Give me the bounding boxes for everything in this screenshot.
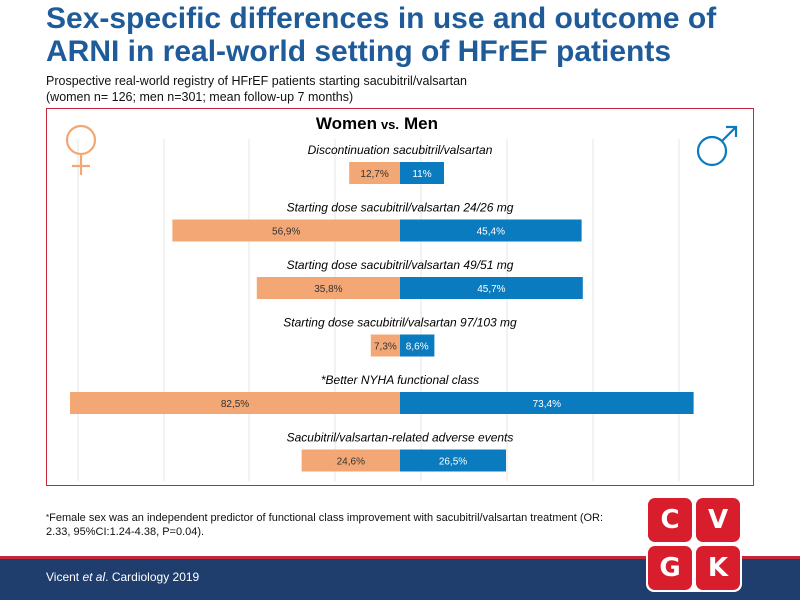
chart-panel: Women vs. Men Discontinuation sacubitril… [46,108,754,486]
category-label-5: Sacubitril/valsartan-related adverse eve… [287,431,514,445]
men-bar-3 [400,334,435,357]
citation-etal: et al [82,570,106,584]
logo-letter-g: G [648,546,692,590]
divider-line [0,556,800,559]
women-bar-2 [256,277,400,299]
citation-authors: Vicent [46,570,83,584]
men-bar-0 [400,162,444,184]
male-symbol-icon [696,125,738,167]
female-symbol-icon [65,124,97,175]
men-bar-5 [400,449,506,472]
subtitle: Prospective real-world registry of HFrEF… [46,73,766,105]
cvgk-logo: C V G K [646,496,742,592]
category-label-1: Starting dose sacubitril/valsartan 24/26… [287,201,514,215]
men-value-label-5: 26,5% [439,457,467,468]
subtitle-line-2: (women n= 126; men n=301; mean follow-up… [46,90,354,104]
citation-source: . Cardiology 2019 [105,570,200,584]
logo-letter-k: K [696,546,740,590]
footnote: *Female sex was an independent predictor… [46,511,606,539]
logo-letter-c: C [648,498,692,542]
women-value-label-4: 82,5% [221,399,249,410]
slide-title: Sex-specific differences in use and outc… [46,2,717,68]
diverging-bar-chart: Women vs. Men Discontinuation sacubitril… [65,114,738,481]
women-value-label-3: 7,3% [374,342,397,353]
men-value-label-1: 45,4% [477,227,505,238]
men-value-label-4: 73,4% [533,399,561,410]
men-bar-2 [400,277,583,299]
women-value-label-2: 35,8% [314,284,342,295]
citation: Vicent et al. Cardiology 2019 [46,570,199,584]
category-label-3: Starting dose sacubitril/valsartan 97/10… [283,316,517,330]
men-value-label-2: 45,7% [477,284,505,295]
women-value-label-5: 24,6% [337,457,365,468]
vs-heading: vs. [381,117,399,132]
men-value-label-0: 11% [412,169,431,180]
category-label-4: *Better NYHA functional class [321,373,479,387]
category-label-0: Discontinuation sacubitril/valsartan [308,143,493,157]
women-bar-0 [349,162,400,184]
footnote-asterisk: * [46,513,50,522]
category-label-2: Starting dose sacubitril/valsartan 49/51… [287,258,514,272]
men-value-label-3: 8,6% [406,342,429,353]
men-bar-4 [400,392,694,414]
logo-letter-v: V [696,498,740,542]
footnote-text: Female sex was an independent predictor … [46,512,604,538]
women-bar-4 [70,392,400,414]
women-bar-1 [172,219,400,242]
women-value-label-1: 56,9% [272,227,300,238]
men-heading: Men [404,114,438,133]
men-bar-1 [400,219,582,242]
women-bar-3 [370,334,400,357]
women-value-label-0: 12,7% [360,169,388,180]
women-heading: Women [316,114,377,133]
subtitle-line-1: Prospective real-world registry of HFrEF… [46,74,467,88]
women-bar-5 [301,449,400,472]
